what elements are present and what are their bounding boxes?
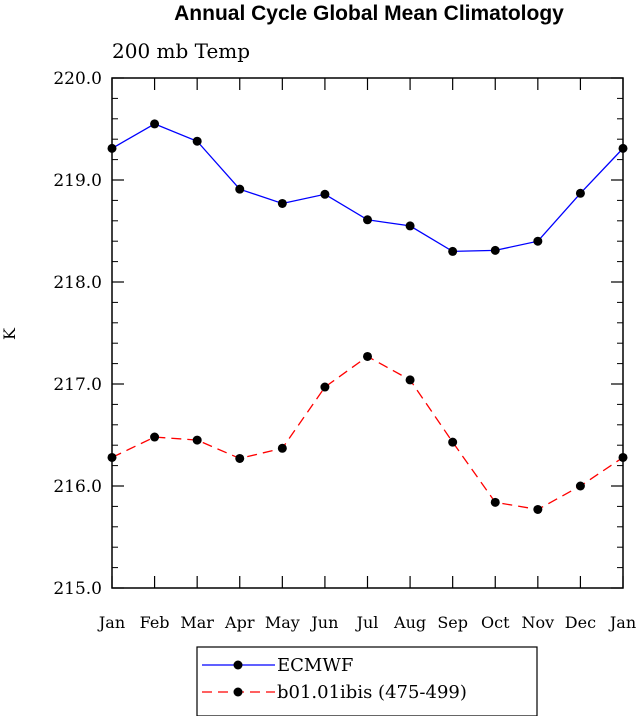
data-point xyxy=(448,437,458,447)
series-line xyxy=(111,355,624,511)
data-point xyxy=(533,504,543,514)
data-point xyxy=(277,443,287,453)
data-point xyxy=(320,189,330,199)
data-point xyxy=(533,236,543,246)
series-1 xyxy=(107,351,628,514)
legend-item: b01.01ibis (475-499) xyxy=(202,682,467,703)
legend-marker xyxy=(233,687,243,697)
x-tick-label: May xyxy=(265,613,300,632)
series-layer xyxy=(107,119,628,514)
y-tick-label: 219.0 xyxy=(53,171,102,191)
chart-title: Annual Cycle Global Mean Climatology xyxy=(174,2,564,25)
y-tick-label: 216.0 xyxy=(53,477,102,497)
data-point xyxy=(150,119,160,129)
data-point xyxy=(150,432,160,442)
data-point xyxy=(405,221,415,231)
y-axis: 215.0 216.0 217.0 218.0 219.0 220.0 xyxy=(53,69,623,599)
series-0 xyxy=(107,119,628,256)
data-point xyxy=(235,184,245,194)
data-point xyxy=(363,215,372,225)
chart-subtitle: 200 mb Temp xyxy=(112,39,250,63)
plot-frame xyxy=(111,77,624,589)
data-point xyxy=(405,375,415,385)
data-point xyxy=(490,245,500,255)
data-point xyxy=(363,351,372,361)
x-tick-label: Aug xyxy=(393,613,426,632)
data-point xyxy=(192,435,202,445)
x-axis: Jan Feb Mar Apr May Jun Jul Aug Sep Oct Nov Dec Jan xyxy=(97,78,636,632)
legend: ECMWF b01.01ibis (475-499) xyxy=(196,646,538,716)
data-point xyxy=(320,382,330,392)
data-point xyxy=(575,188,585,198)
data-point xyxy=(192,136,202,146)
legend-box xyxy=(196,646,538,716)
data-point xyxy=(235,453,245,463)
x-tick-label: Feb xyxy=(140,613,170,632)
x-tick-label: Jan xyxy=(97,613,125,632)
data-point xyxy=(490,497,500,507)
data-point xyxy=(107,452,117,462)
y-tick-label: 215.0 xyxy=(53,579,102,599)
data-point xyxy=(448,246,458,256)
data-point xyxy=(277,198,287,208)
x-tick-label: Jan xyxy=(608,613,636,632)
legend-item: ECMWF xyxy=(202,655,353,676)
x-tick-label: Dec xyxy=(565,613,596,632)
x-tick-label: Nov xyxy=(521,613,554,632)
series-line xyxy=(111,123,624,253)
x-tick-label: Oct xyxy=(481,613,510,632)
x-tick-label: Sep xyxy=(437,613,468,632)
y-axis-label: K xyxy=(0,327,19,340)
x-tick-label: Jul xyxy=(355,613,379,632)
legend-label: b01.01ibis (475-499) xyxy=(277,682,467,703)
x-tick-label: Mar xyxy=(180,613,214,632)
y-tick-label: 218.0 xyxy=(53,273,102,293)
legend-label: ECMWF xyxy=(277,655,353,676)
x-tick-label: Jun xyxy=(309,613,338,632)
data-point xyxy=(575,481,585,491)
x-tick-label: Apr xyxy=(224,613,255,632)
y-tick-label: 217.0 xyxy=(53,375,102,395)
data-point xyxy=(107,143,117,153)
data-point xyxy=(618,452,628,462)
legend-marker xyxy=(233,660,243,670)
data-point xyxy=(618,143,628,153)
y-tick-label: 220.0 xyxy=(53,69,102,89)
